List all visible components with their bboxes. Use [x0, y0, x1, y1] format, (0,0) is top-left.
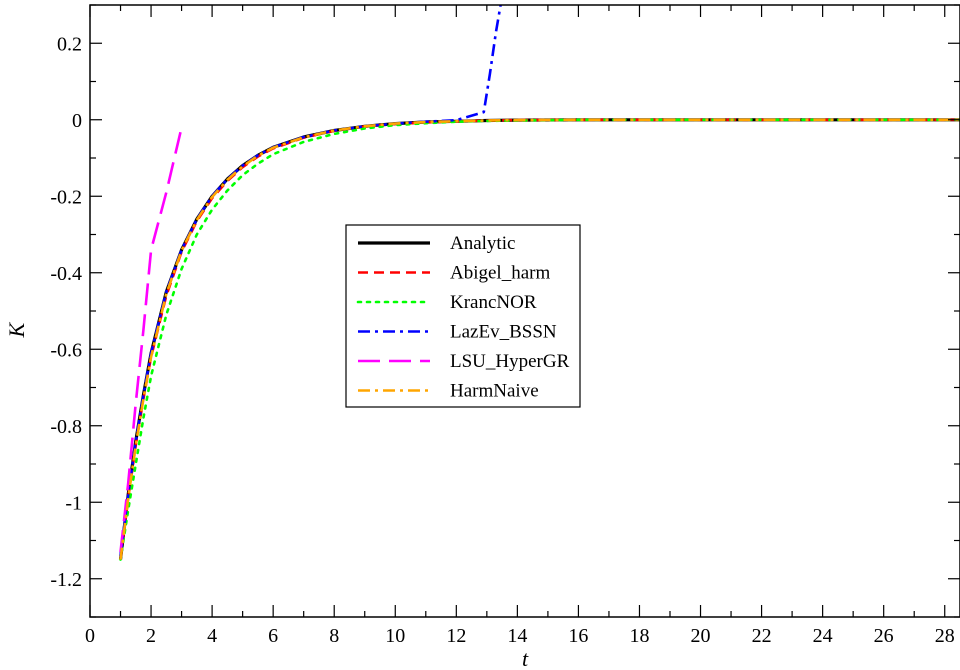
legend-box [345, 224, 581, 408]
x-tick-label: 18 [629, 625, 649, 647]
y-tick-label: -0.2 [50, 186, 82, 208]
y-tick-label: 0.2 [57, 33, 82, 55]
legend: Analytic Abigel_harm KrancNOR LazEv_BSSN LSU… [345, 224, 581, 408]
x-tick-label: 26 [874, 625, 894, 647]
x-tick-label: 0 [85, 625, 95, 647]
x-tick-label: 2 [146, 625, 156, 647]
tick-layer: 0 2 4 6 8 10 12 14 16 18 20 22 24 26 28-1.2-1-0.8-0.6-… [50, 4, 960, 647]
y-tick-label: -0.8 [50, 416, 82, 438]
y-tick-label: -0.6 [50, 339, 82, 361]
series-line-harmnaive [119, 118, 960, 560]
legend-entries: Analytic Abigel_harm KrancNOR LazEv_BSSN LSU… [356, 233, 570, 402]
x-tick-label: 8 [329, 625, 339, 647]
legend-label-abigel-harm: Abigel_harm [450, 263, 550, 284]
legend-label-lsu-hypergr: LSU_HyperGR [450, 351, 570, 372]
x-tick-label: 22 [752, 625, 772, 647]
series-line-lsu-hypergr [119, 127, 183, 553]
y-tick-label: -0.4 [50, 263, 82, 285]
x-tick-label: 12 [446, 625, 466, 647]
legend-label-analytic: Analytic [450, 233, 515, 254]
x-tick-label: 10 [385, 625, 405, 647]
series-line-lazev-bssn [119, 5, 502, 556]
x-axis-label: t [522, 646, 529, 670]
x-tick-label: 20 [691, 625, 711, 647]
y-tick-label: 0 [72, 110, 82, 132]
x-tick-label: 14 [507, 625, 527, 647]
x-tick-label: 16 [568, 625, 588, 647]
legend-label-lazev-bssn: LazEv_BSSN [450, 322, 557, 343]
series-layer [118, 5, 960, 561]
y-tick-label: -1.2 [50, 569, 82, 591]
y-tick-label: -1 [65, 492, 82, 514]
x-tick-label: 6 [268, 625, 278, 647]
x-tick-label: 24 [813, 625, 833, 647]
y-axis-label: K [4, 321, 29, 338]
x-tick-label: 28 [935, 625, 955, 647]
legend-label-harmnaive: HarmNaive [450, 381, 539, 402]
legend-label-krancnor: KrancNOR [450, 292, 537, 313]
x-tick-label: 4 [207, 625, 217, 647]
